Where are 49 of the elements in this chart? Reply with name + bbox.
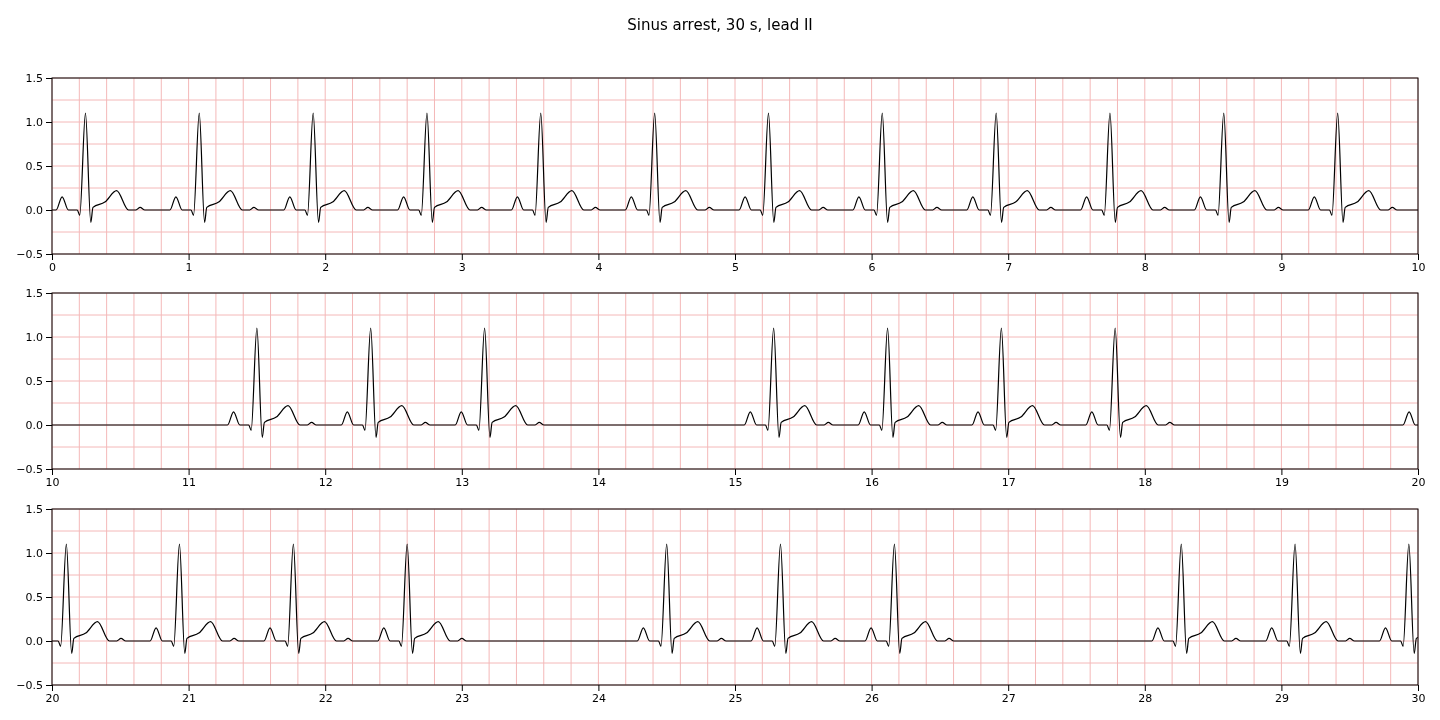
y-tick-label: 1.0 — [25, 116, 43, 130]
x-tick-label: 19 — [1274, 475, 1289, 489]
x-tick-label: 3 — [458, 260, 466, 274]
x-tick-label: 26 — [865, 691, 880, 705]
y-tick-label: 0.0 — [25, 635, 43, 649]
x-tick-label: 7 — [1005, 260, 1013, 274]
y-tick-label: 0.0 — [25, 419, 43, 433]
y-tick-label: 0.0 — [25, 204, 43, 218]
x-tick-label: 23 — [455, 691, 470, 705]
x-tick-label: 14 — [591, 475, 606, 489]
x-tick-label: 10 — [1411, 260, 1426, 274]
x-tick-label: 10 — [45, 475, 60, 489]
x-tick-label: 17 — [1001, 475, 1016, 489]
x-tick-label: 18 — [1138, 475, 1153, 489]
y-tick-label: 1.5 — [25, 503, 43, 517]
y-tick-label: 1.5 — [25, 72, 43, 86]
x-tick-label: 2 — [322, 260, 330, 274]
y-tick-label: −0.5 — [16, 679, 43, 693]
x-tick-label: 0 — [49, 260, 56, 274]
y-tick-label: −0.5 — [16, 463, 43, 477]
x-tick-label: 20 — [1411, 475, 1426, 489]
y-tick-label: −0.5 — [16, 248, 43, 262]
x-tick-label: 30 — [1411, 691, 1426, 705]
x-tick-label: 28 — [1138, 691, 1153, 705]
x-tick-label: 16 — [865, 475, 880, 489]
x-tick-label: 1 — [185, 260, 193, 274]
x-tick-label: 15 — [728, 475, 743, 489]
x-tick-label: 24 — [591, 691, 606, 705]
x-tick-label: 25 — [728, 691, 743, 705]
x-tick-label: 5 — [732, 260, 739, 274]
x-tick-label: 29 — [1274, 691, 1289, 705]
x-tick-label: 4 — [595, 260, 603, 274]
y-tick-label: 0.5 — [25, 591, 43, 605]
y-tick-label: 1.0 — [25, 331, 43, 345]
x-tick-label: 9 — [1278, 260, 1286, 274]
y-tick-label: 1.5 — [25, 287, 43, 301]
x-tick-label: 6 — [868, 260, 876, 274]
x-tick-label: 11 — [182, 475, 197, 489]
y-tick-label: 1.0 — [25, 547, 43, 561]
x-tick-label: 22 — [318, 691, 333, 705]
y-tick-label: 0.5 — [25, 375, 43, 389]
x-tick-label: 13 — [455, 475, 470, 489]
x-tick-label: 12 — [318, 475, 333, 489]
x-tick-label: 8 — [1141, 260, 1149, 274]
x-tick-label: 20 — [45, 691, 60, 705]
y-tick-label: 0.5 — [25, 160, 43, 174]
chart-title: Sinus arrest, 30 s, lead II — [627, 16, 813, 34]
x-tick-label: 21 — [182, 691, 197, 705]
x-tick-label: 27 — [1001, 691, 1016, 705]
